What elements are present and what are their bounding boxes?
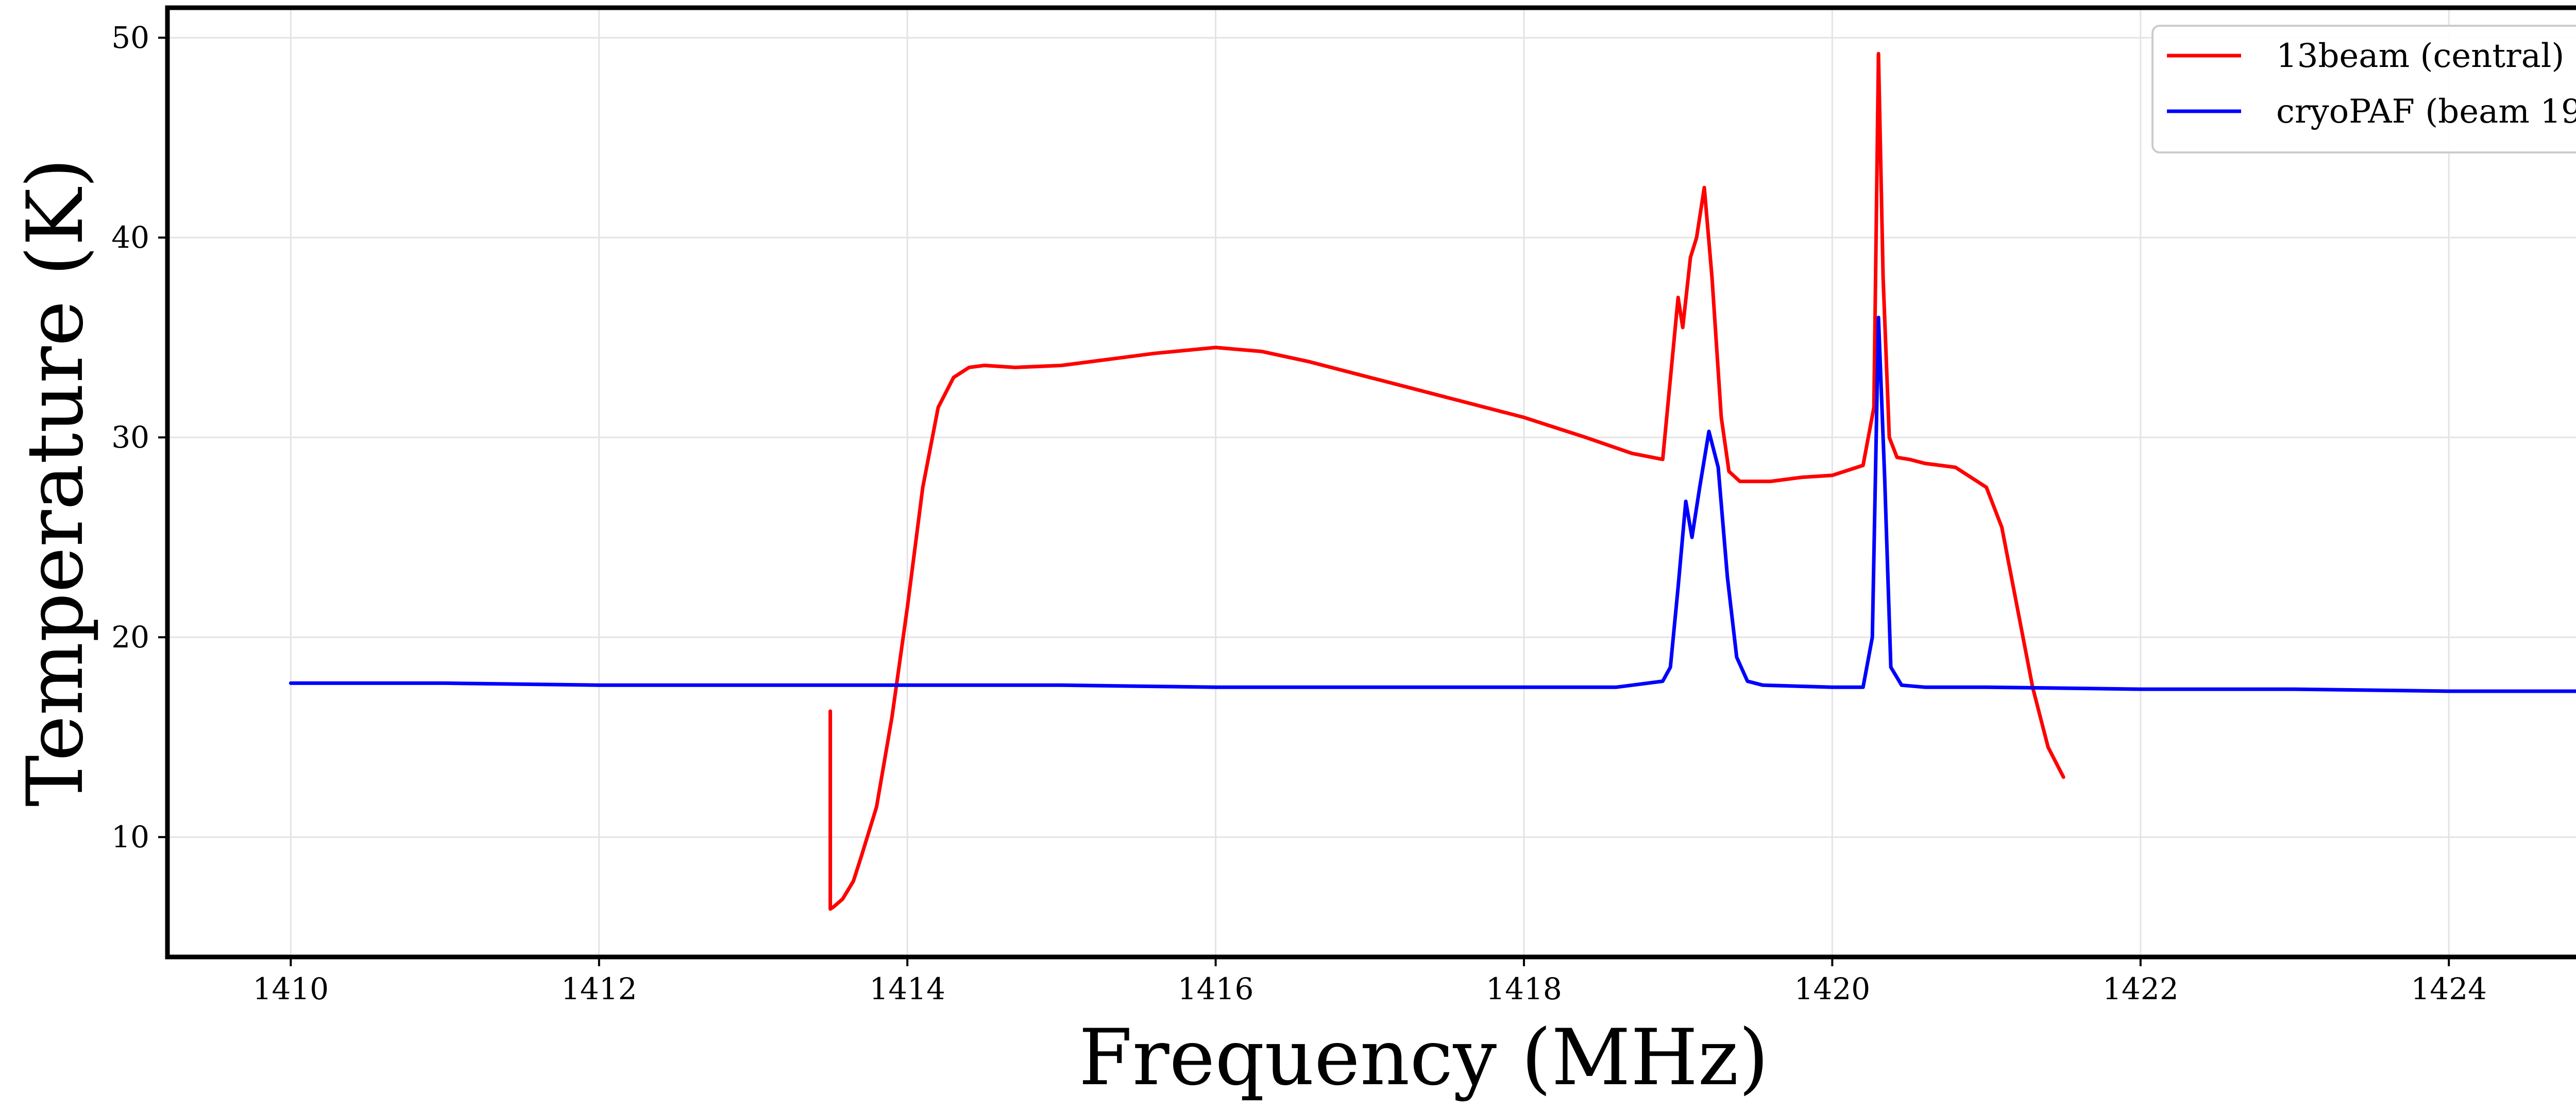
x-tick-label: 1410 <box>253 971 329 1006</box>
x-tick-label: 1420 <box>1794 971 1871 1006</box>
series-line-1 <box>828 52 2065 911</box>
x-tick-label: 1418 <box>1486 971 1562 1006</box>
x-tick-label: 1424 <box>2411 971 2487 1006</box>
x-tick-label: 1416 <box>1178 971 1254 1006</box>
series-line-2 <box>289 315 2576 693</box>
series-layer <box>289 52 2576 911</box>
y-axis-title: Temperature (K) <box>11 158 100 807</box>
legend-label: cryoPAF (beam 19) <box>2276 93 2576 131</box>
x-tick-label: 1414 <box>869 971 945 1006</box>
y-tick-label: 50 <box>111 20 149 55</box>
y-tick-label: 20 <box>111 620 149 655</box>
legend: 13beam (central) cryoPAF (beam 19) <box>2151 25 2576 153</box>
legend-label: 13beam (central) <box>2276 37 2564 75</box>
x-axis-title: Frequency (MHz) <box>1079 1013 1769 1103</box>
x-tick-label: 1412 <box>561 971 637 1006</box>
plot-frame <box>165 5 2576 960</box>
x-tick-label: 1422 <box>2103 971 2179 1006</box>
legend-box <box>2151 25 2576 153</box>
y-tick-label: 40 <box>111 220 149 255</box>
y-tick-label: 10 <box>111 819 149 854</box>
ticks: 1410 1412 1414 1416 1418 1420 1422 1424 10 20 30 40… <box>111 20 2487 1006</box>
y-tick-label: 30 <box>111 420 149 455</box>
